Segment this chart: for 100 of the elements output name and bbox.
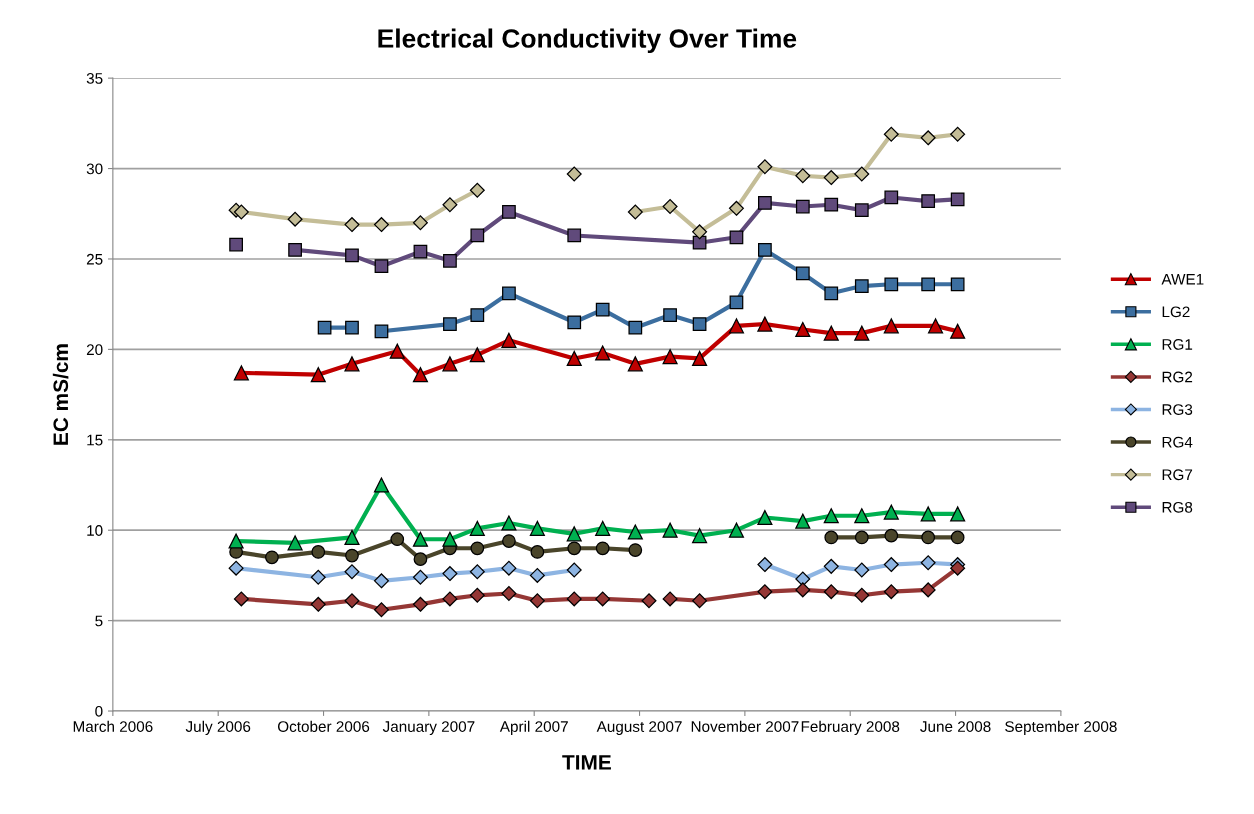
point — [344, 564, 360, 580]
point — [823, 170, 839, 186]
point — [233, 591, 249, 607]
point — [412, 596, 428, 612]
point — [374, 324, 389, 339]
point — [530, 545, 545, 559]
point — [854, 562, 870, 578]
point — [529, 567, 545, 583]
point — [823, 584, 839, 600]
point — [374, 259, 389, 274]
point — [310, 367, 326, 383]
point — [729, 230, 744, 245]
point — [641, 593, 657, 609]
point — [823, 508, 839, 524]
point — [854, 166, 870, 182]
point — [920, 555, 936, 571]
point — [373, 217, 389, 233]
point — [758, 243, 772, 257]
point — [501, 560, 517, 576]
point — [883, 584, 899, 600]
point — [854, 325, 870, 341]
point — [692, 317, 707, 331]
point — [345, 320, 359, 335]
point — [757, 509, 773, 526]
point — [824, 530, 839, 545]
point — [795, 321, 811, 338]
x-axis-title: TIME — [562, 755, 611, 770]
point — [566, 591, 582, 607]
point — [795, 168, 811, 184]
point — [950, 126, 966, 142]
point — [566, 562, 582, 578]
point — [728, 200, 744, 216]
point — [442, 591, 458, 607]
point — [920, 506, 936, 522]
point — [229, 237, 243, 252]
point — [854, 279, 869, 293]
point — [501, 332, 517, 348]
point — [470, 541, 485, 556]
point — [692, 224, 708, 240]
point — [950, 506, 966, 522]
point — [757, 584, 773, 600]
point — [927, 318, 944, 334]
point — [883, 126, 899, 142]
point — [373, 573, 389, 589]
point — [311, 545, 326, 559]
legend-label: LG2 — [1162, 306, 1190, 318]
point — [567, 541, 582, 556]
point — [501, 515, 517, 531]
point — [344, 356, 360, 372]
point — [529, 593, 545, 609]
x-tick-label: July 2006 — [185, 720, 251, 735]
point — [950, 530, 965, 545]
point — [628, 320, 643, 335]
point — [920, 130, 936, 146]
point — [921, 277, 936, 292]
y-tick-label: 0 — [95, 705, 103, 717]
point — [390, 532, 405, 547]
point — [442, 356, 458, 372]
point — [595, 591, 611, 607]
point — [373, 477, 390, 493]
point — [854, 203, 869, 218]
point — [345, 548, 359, 563]
point — [469, 347, 485, 363]
point — [373, 602, 389, 618]
point — [627, 356, 643, 372]
point — [884, 190, 899, 205]
point — [823, 558, 839, 574]
point — [469, 520, 485, 536]
point — [883, 557, 899, 573]
point — [566, 350, 582, 366]
point — [692, 350, 708, 366]
point — [795, 582, 811, 598]
point — [757, 159, 773, 175]
y-axis-title: EC mS/cm — [52, 344, 69, 445]
point — [824, 197, 839, 212]
point — [317, 320, 332, 335]
point — [854, 508, 870, 524]
point — [413, 244, 428, 259]
point — [502, 534, 516, 548]
point — [662, 591, 678, 607]
point — [883, 318, 899, 334]
x-tick-label: April 2007 — [499, 720, 568, 735]
point — [412, 215, 428, 231]
point — [443, 253, 457, 268]
y-tick-label: 25 — [86, 253, 103, 265]
point — [595, 302, 610, 317]
point — [412, 531, 429, 547]
point — [628, 543, 643, 557]
point — [501, 585, 517, 601]
point — [662, 349, 678, 365]
point — [233, 204, 249, 220]
point — [758, 196, 772, 210]
point — [470, 308, 485, 322]
legend-label: RG1 — [1162, 339, 1193, 350]
point — [854, 587, 870, 603]
point — [795, 199, 810, 214]
point — [228, 560, 244, 576]
point — [795, 266, 810, 281]
point — [883, 504, 899, 520]
point — [442, 566, 458, 582]
